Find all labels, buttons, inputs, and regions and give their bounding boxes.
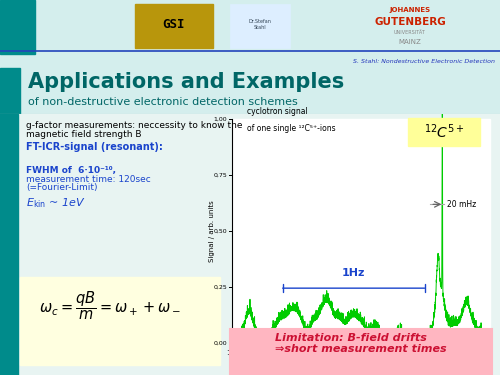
Bar <box>232 119 490 343</box>
Bar <box>230 4 290 48</box>
Bar <box>0 68 20 114</box>
Text: Limitation: B-field drifts
⇒short measurement times: Limitation: B-field drifts ⇒short measur… <box>275 333 447 354</box>
Text: FT-ICR-signal (resonant):: FT-ICR-signal (resonant): <box>26 142 163 153</box>
Text: $\omega_c = \dfrac{qB}{m} = \omega_+ + \omega_-$: $\omega_c = \dfrac{qB}{m} = \omega_+ + \… <box>39 290 181 322</box>
Text: g-factor measurements: neccessity to know the: g-factor measurements: neccessity to kno… <box>26 122 242 130</box>
Text: 20 mHz: 20 mHz <box>448 200 476 209</box>
Text: Signal / arb. units: Signal / arb. units <box>209 200 215 262</box>
Text: 0,00: 0,00 <box>214 340 227 345</box>
Bar <box>408 118 480 147</box>
Text: UNIVERSITÄT: UNIVERSITÄT <box>394 30 426 35</box>
Text: GUTENBERG: GUTENBERG <box>374 16 446 27</box>
Text: $^{12}C^{5+}$: $^{12}C^{5+}$ <box>424 122 465 141</box>
Text: of one single ¹²C⁵⁺-ions: of one single ¹²C⁵⁺-ions <box>247 124 336 134</box>
Text: Dr.Stefan
Stahl: Dr.Stefan Stahl <box>248 19 272 30</box>
Text: 1,5: 1,5 <box>226 350 237 356</box>
Bar <box>0 0 35 54</box>
Bar <box>135 4 212 48</box>
Text: 1,00: 1,00 <box>214 117 227 122</box>
Text: magnetic field strength B: magnetic field strength B <box>26 130 142 140</box>
Text: Applications and Examples: Applications and Examples <box>28 72 344 92</box>
Text: (=Fourier-Limit): (=Fourier-Limit) <box>26 183 98 192</box>
Text: FWHM of  6·10⁻¹⁰,: FWHM of 6·10⁻¹⁰, <box>26 166 116 176</box>
Text: 0,75: 0,75 <box>213 173 227 178</box>
Bar <box>230 329 492 375</box>
Bar <box>0 114 18 375</box>
Text: measurement time: 120sec: measurement time: 120sec <box>26 174 151 183</box>
Text: of non-destructive electronic detection schemes: of non-destructive electronic detection … <box>28 97 297 106</box>
Text: JOHANNES: JOHANNES <box>390 7 430 13</box>
Text: S. Stahl: Nondestructive Electronic Detection: S. Stahl: Nondestructive Electronic Dete… <box>353 59 495 64</box>
Text: MAINZ: MAINZ <box>398 39 421 45</box>
Text: cyclotron signal: cyclotron signal <box>247 107 308 116</box>
Text: E$_{\rm kin}$ ~ 1eV: E$_{\rm kin}$ ~ 1eV <box>26 196 86 210</box>
Bar <box>20 277 220 365</box>
Text: 5: 5 <box>488 350 492 356</box>
Text: 0,50: 0,50 <box>214 229 227 234</box>
Text: GSI: GSI <box>162 18 185 31</box>
Text: 1Hz: 1Hz <box>342 268 365 278</box>
Text: 0,25: 0,25 <box>213 285 227 290</box>
